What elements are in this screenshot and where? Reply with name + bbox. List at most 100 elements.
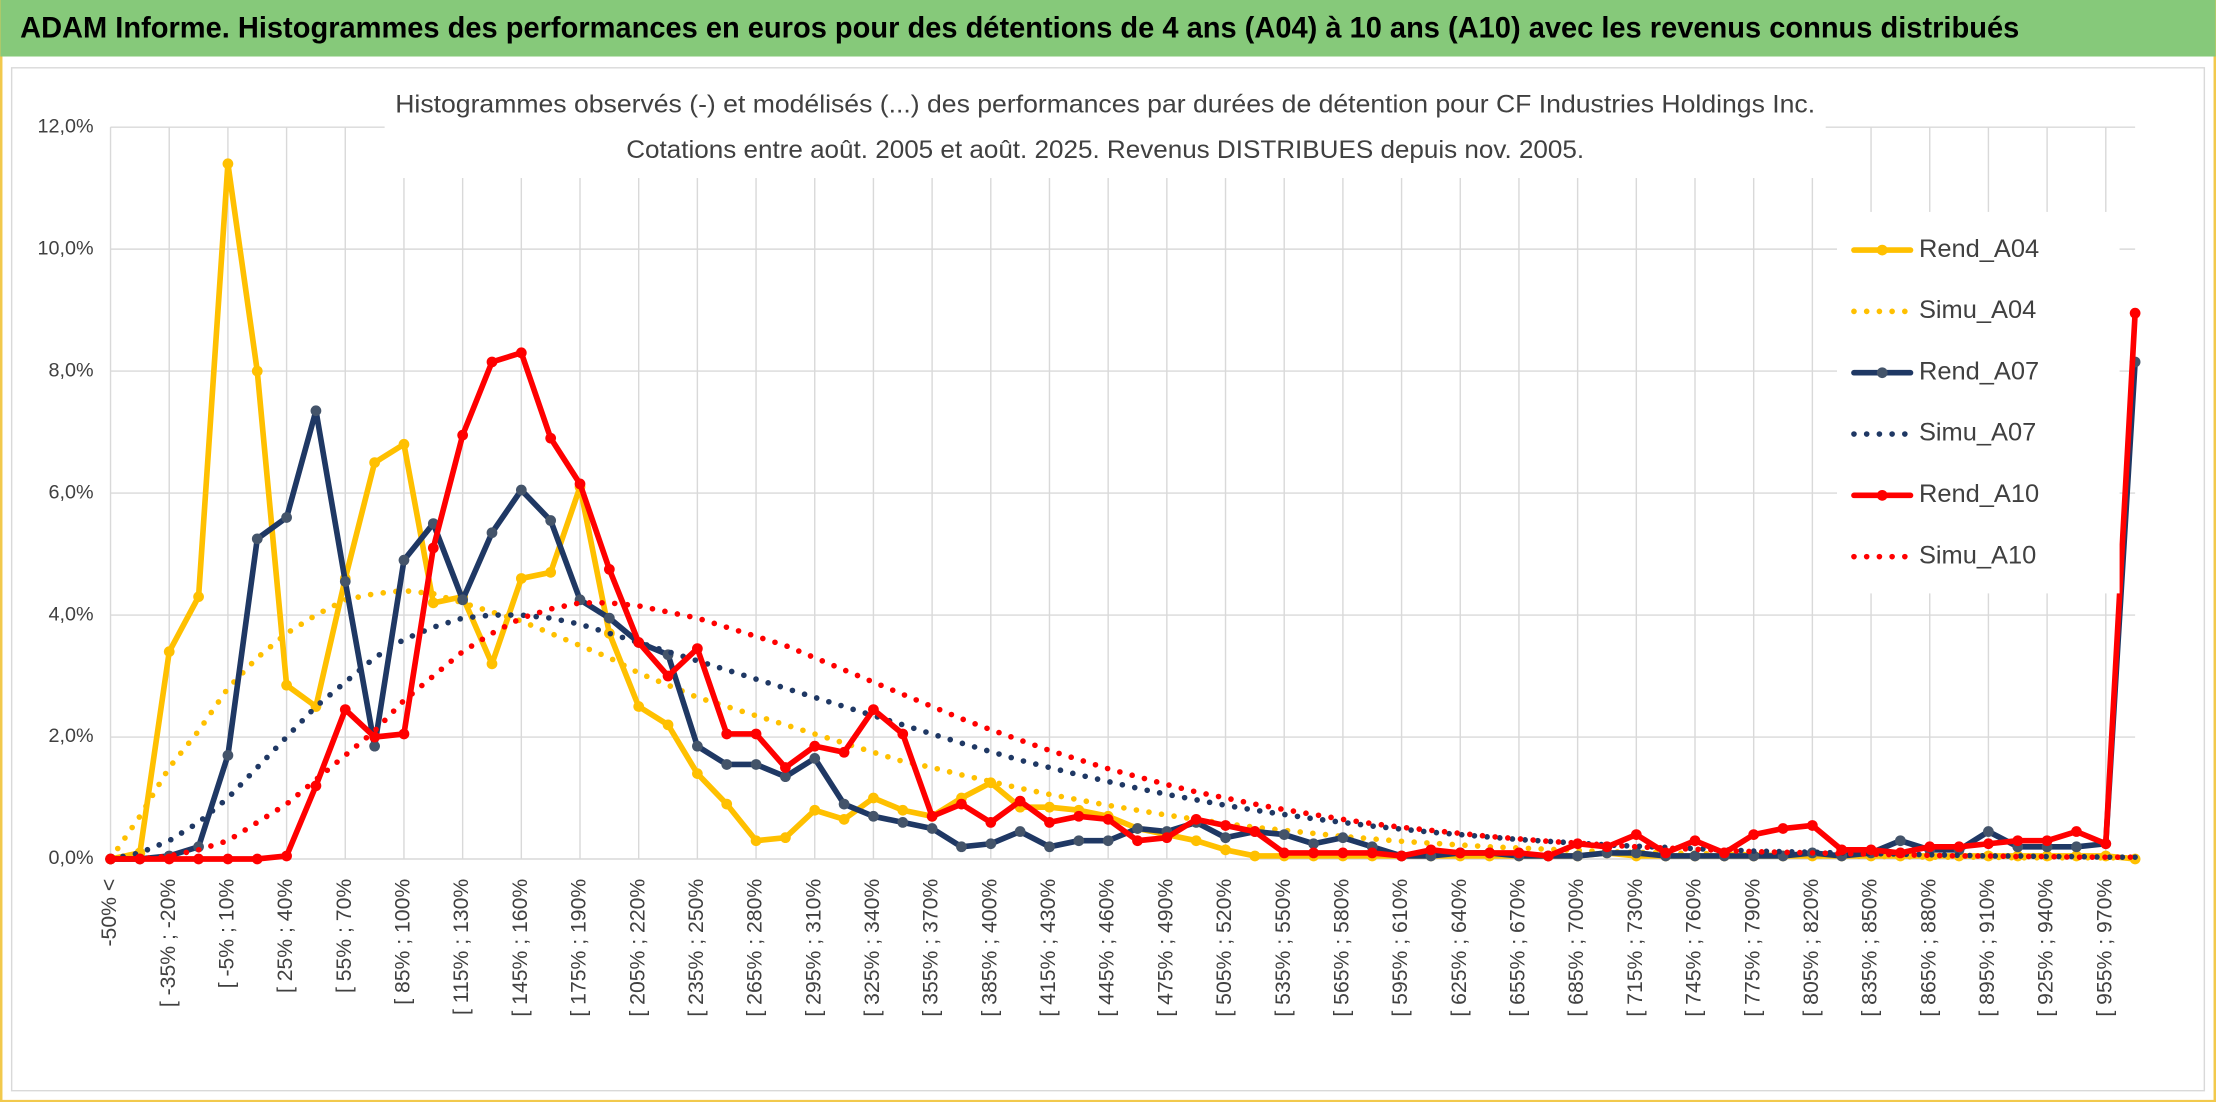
marker [1689, 850, 1701, 862]
marker [1014, 795, 1026, 807]
marker [633, 637, 645, 648]
x-tick-label: [ 445% ; 460% [1096, 879, 1119, 1017]
x-tick-label: [ 955% ; 970% [2093, 879, 2116, 1017]
marker [1484, 847, 1495, 859]
marker [310, 780, 322, 792]
header-bar [0, 0, 2216, 57]
x-tick-label: [ 205% ; 220% [626, 879, 649, 1017]
marker [1278, 829, 1290, 840]
marker [1630, 829, 1642, 840]
marker [1396, 850, 1407, 862]
marker [1220, 832, 1231, 844]
marker [809, 804, 821, 816]
marker [545, 566, 557, 578]
marker [281, 679, 292, 691]
legend-label: Simu_A07 [1919, 419, 2036, 447]
marker [1044, 841, 1055, 853]
x-tick-label: [ 565% ; 580% [1330, 879, 1353, 1017]
marker [310, 405, 322, 417]
legend-marker [1876, 244, 1888, 256]
marker [2129, 307, 2141, 319]
marker [1102, 813, 1114, 825]
marker [926, 823, 938, 834]
marker [1308, 838, 1319, 850]
legend-label: Rend_A07 [1919, 357, 2039, 385]
marker [838, 746, 850, 758]
marker [1161, 832, 1173, 844]
marker [956, 798, 967, 810]
marker [721, 759, 733, 770]
marker [1865, 844, 1877, 856]
model-line [107, 612, 2138, 862]
x-tick-label: [ -5% ; 10% [216, 879, 239, 989]
x-tick-label: -50% < [98, 879, 121, 947]
marker [545, 432, 557, 444]
marker [1542, 850, 1554, 862]
marker [1513, 847, 1525, 859]
marker [1132, 835, 1143, 847]
marker [1132, 823, 1143, 834]
marker [1220, 844, 1231, 856]
legend-label: Rend_A10 [1919, 480, 2039, 508]
marker [1454, 847, 1466, 859]
marker [750, 835, 762, 847]
x-tick-label: [ 475% ; 490% [1154, 879, 1177, 1017]
marker [662, 719, 674, 731]
marker [427, 542, 439, 554]
marker [193, 853, 204, 865]
marker [515, 347, 527, 359]
x-tick-label: [ 715% ; 730% [1624, 879, 1647, 1017]
marker [427, 597, 439, 609]
marker [1102, 835, 1114, 847]
marker [926, 810, 938, 822]
marker [1014, 826, 1026, 837]
marker [193, 591, 204, 603]
marker [251, 853, 263, 865]
legend-label: Simu_A04 [1919, 296, 2036, 324]
marker [780, 771, 791, 783]
marker [134, 853, 146, 865]
x-tick-label: [ 595% ; 610% [1389, 879, 1412, 1017]
marker [281, 850, 292, 862]
x-tick-label: [ 865% ; 880% [1917, 879, 1940, 1017]
marker [1366, 847, 1378, 859]
marker [1249, 826, 1261, 837]
y-tick-label: 10,0% [38, 237, 94, 259]
marker [809, 752, 821, 764]
marker [251, 365, 263, 377]
marker [251, 533, 263, 545]
marker [1777, 823, 1789, 834]
marker [2041, 835, 2053, 847]
marker [163, 646, 175, 658]
marker [515, 484, 527, 496]
marker [222, 749, 234, 761]
marker [692, 740, 703, 752]
marker [398, 438, 410, 450]
x-tick-label: [ 895% ; 910% [1976, 879, 1999, 1017]
marker [721, 798, 733, 810]
marker [574, 478, 586, 490]
legend-marker [1876, 489, 1888, 501]
marker [1044, 801, 1055, 813]
marker [1983, 826, 1994, 837]
x-tick-label: [ 235% ; 250% [685, 879, 708, 1017]
marker [809, 740, 821, 752]
y-tick-label: 4,0% [49, 603, 94, 625]
marker [222, 158, 234, 170]
x-tick-label: [ 175% ; 190% [568, 879, 591, 1017]
marker [1924, 841, 1936, 853]
marker [721, 728, 733, 740]
x-tick-label: [ 265% ; 280% [744, 879, 767, 1017]
marker [1308, 847, 1319, 859]
x-tick-label: [ 145% ; 160% [509, 879, 532, 1017]
x-tick-label: [ 655% ; 670% [1507, 879, 1530, 1017]
marker [1249, 850, 1261, 862]
marker [897, 728, 909, 740]
marker [662, 670, 674, 682]
marker [838, 813, 850, 825]
marker [838, 798, 850, 810]
marker [1660, 847, 1672, 859]
marker [985, 817, 997, 828]
marker [281, 512, 292, 523]
